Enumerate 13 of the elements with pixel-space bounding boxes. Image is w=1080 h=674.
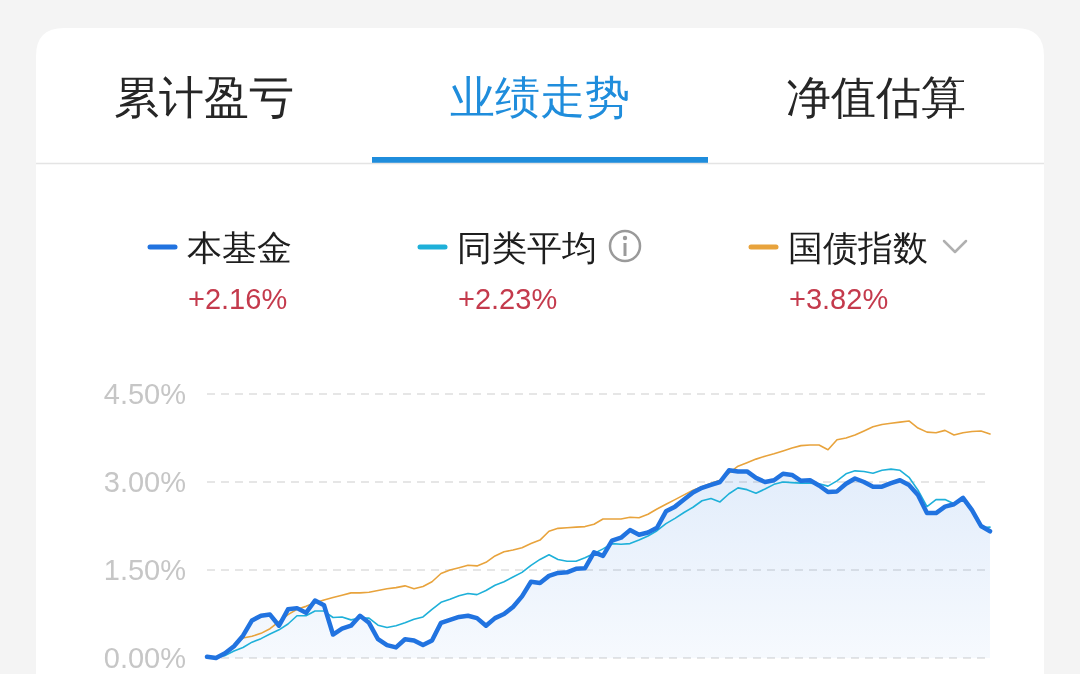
annotation: 累计盈亏: [114, 71, 294, 123]
ytick-label: 0.00%: [103, 642, 186, 674]
ytick-label: 4.50%: [103, 378, 186, 410]
ytick-label: 3.00%: [103, 466, 186, 498]
annotation: 净值估算: [786, 71, 966, 123]
ytick-label: 1.50%: [103, 554, 186, 586]
legend-label: 同类平均: [457, 227, 597, 267]
title: 业绩走势: [450, 71, 630, 123]
annotation: +2.16%: [188, 283, 288, 315]
annotation: +3.82%: [789, 283, 889, 315]
legend-label: 国债指数: [788, 227, 928, 267]
legend-label: 本基金: [187, 227, 292, 267]
annotation: +2.23%: [458, 283, 558, 315]
